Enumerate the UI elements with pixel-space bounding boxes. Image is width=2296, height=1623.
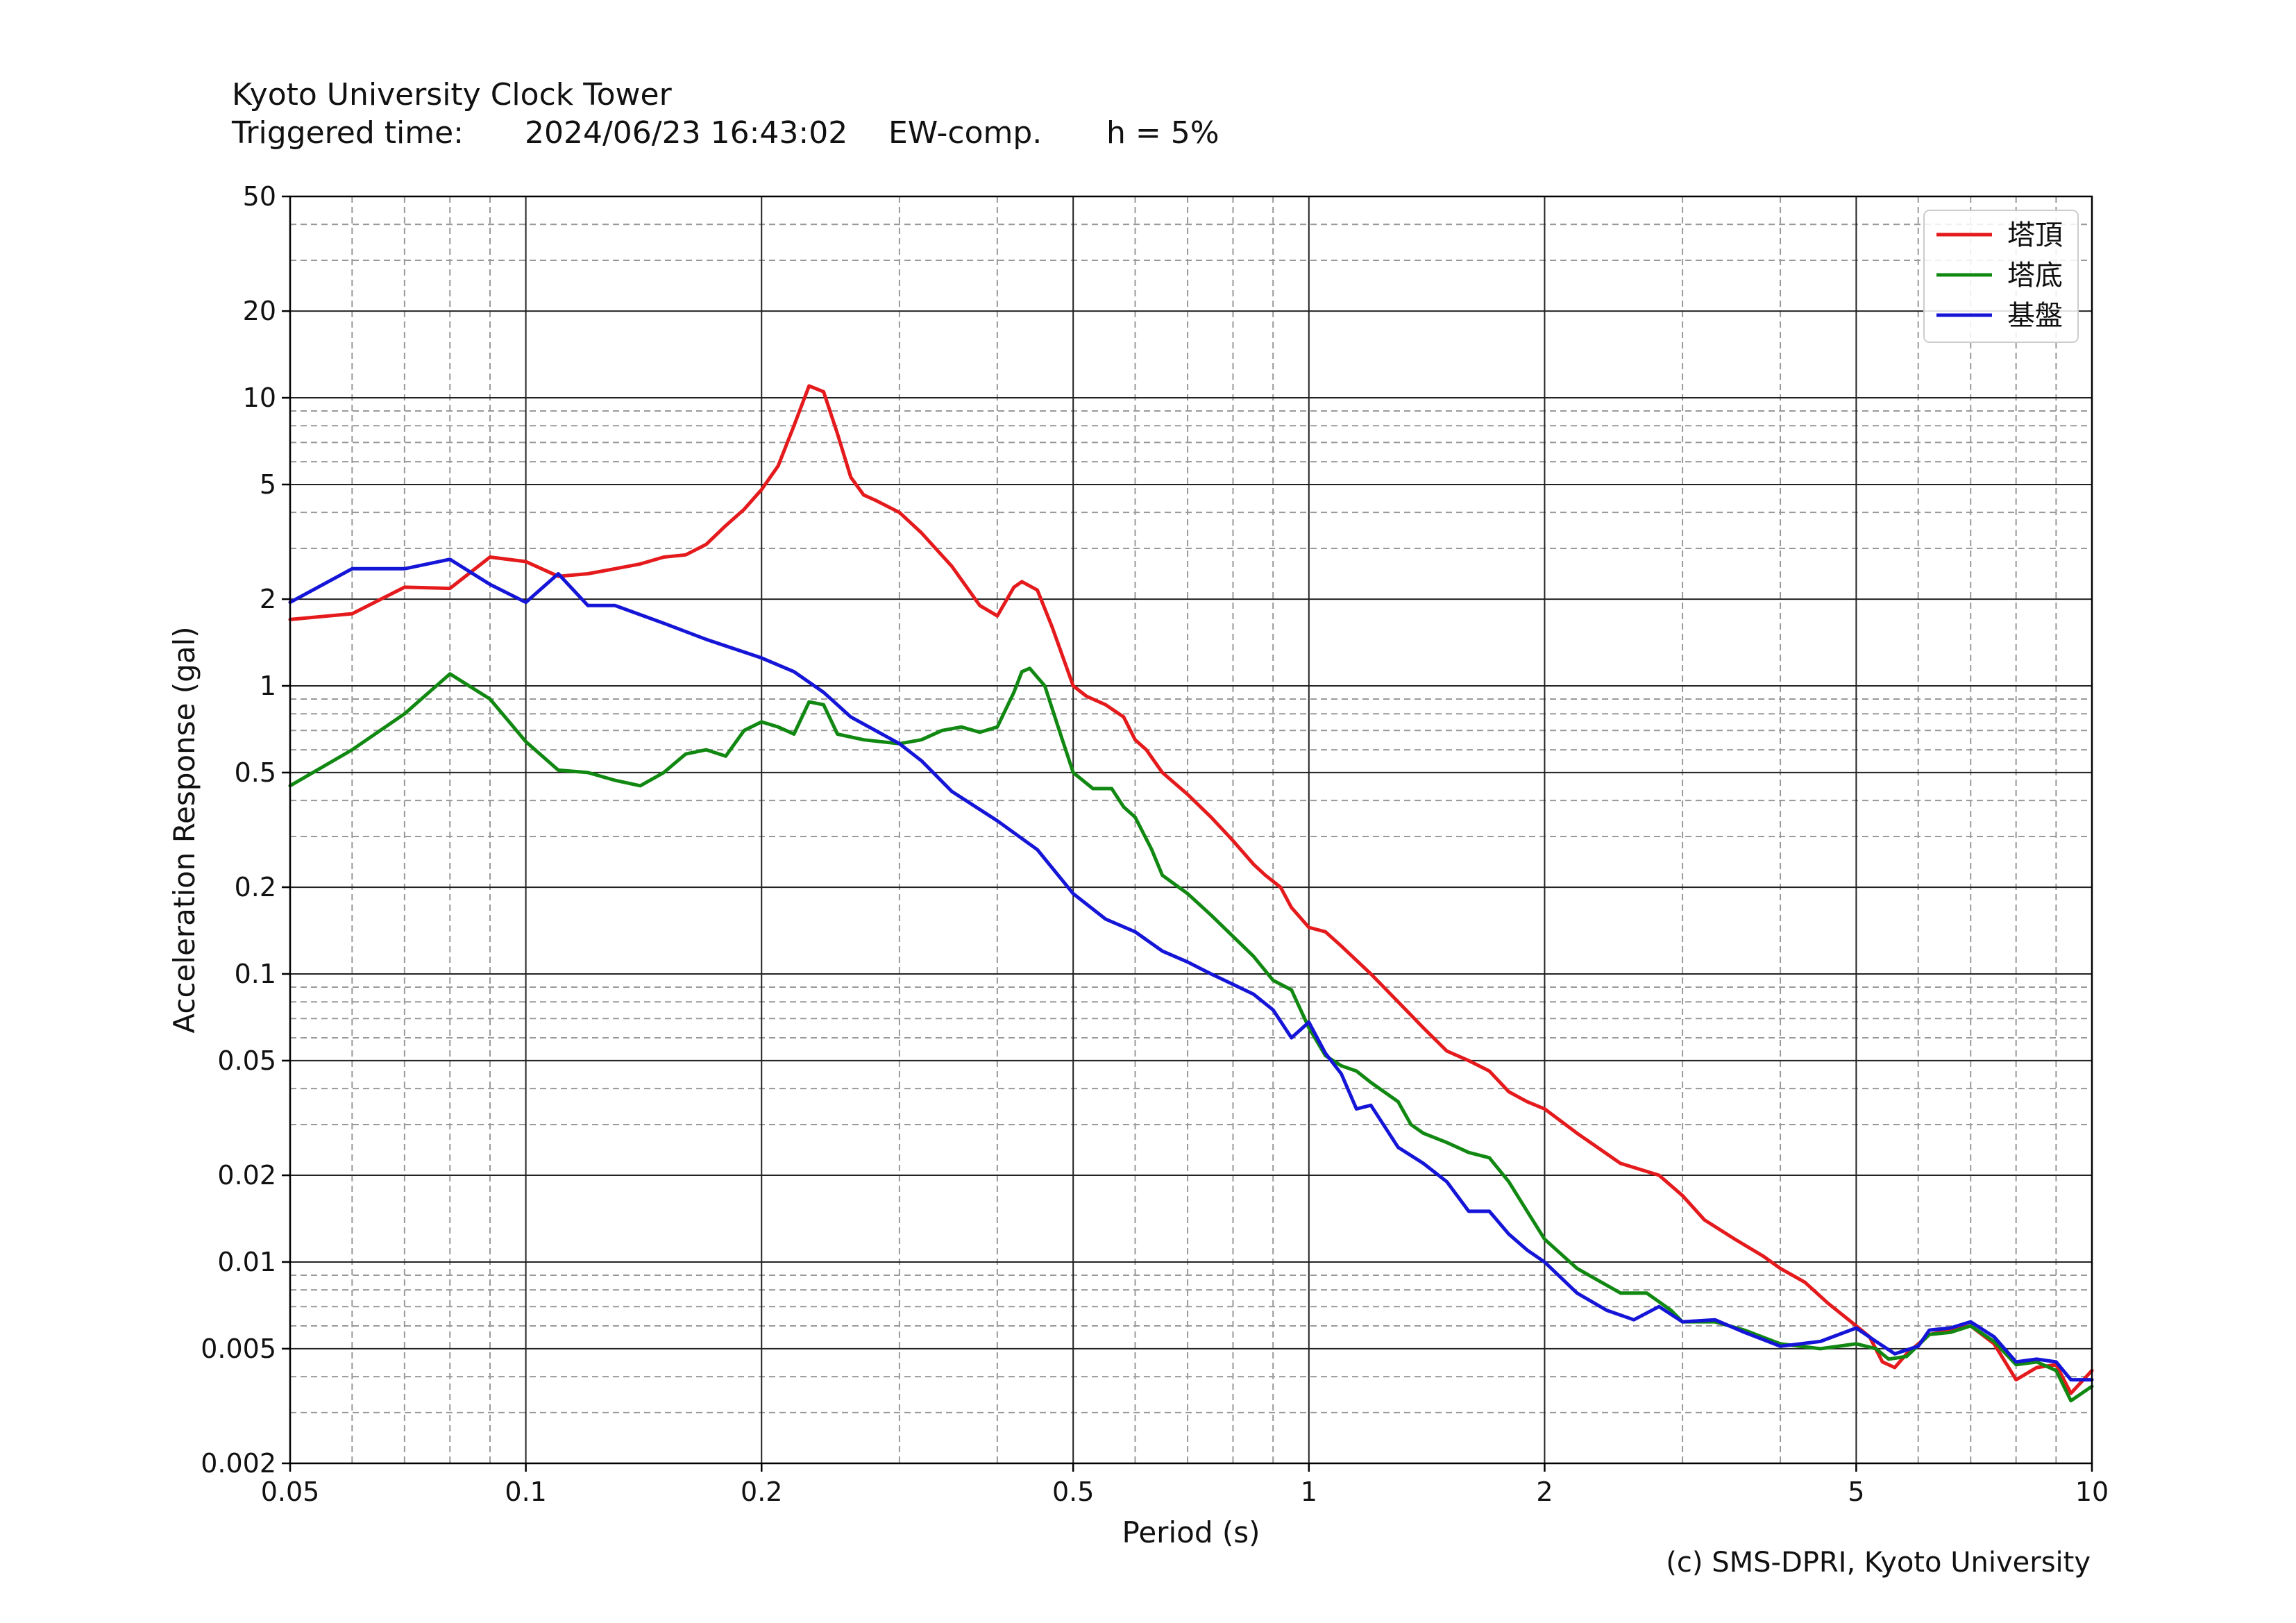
- legend-entry-label: 塔底: [2007, 260, 2063, 292]
- triggered-time-value: 2024/06/23 16:43:02: [525, 115, 848, 151]
- x-tick-label: 0.1: [505, 1477, 546, 1507]
- y-axis-label: Acceleration Response (gal): [167, 626, 201, 1033]
- x-tick-label: 0.5: [1052, 1477, 1094, 1507]
- x-axis-ticks: 0.05 0.1 0.2 0.5 1 2 5 10: [261, 1463, 2109, 1507]
- legend-entry-label: 基盤: [2007, 300, 2063, 332]
- series-line-2: [288, 666, 2094, 1403]
- series-line-3: [288, 557, 2094, 1382]
- y-tick-label: 0.1: [235, 959, 276, 989]
- plot-frame: [289, 195, 2093, 1465]
- grid-minor: [290, 196, 2092, 1463]
- y-tick-label: 2: [260, 584, 276, 614]
- triggered-time-label: Triggered time:: [232, 115, 464, 151]
- x-tick-label: 5: [1848, 1477, 1864, 1507]
- y-tick-label: 10: [243, 382, 276, 413]
- credit-text: (c) SMS-DPRI, Kyoto University: [1666, 1547, 2091, 1579]
- series-line-1: [288, 384, 2094, 1395]
- y-tick-label: 1: [260, 671, 276, 701]
- series-layer: [288, 384, 2094, 1403]
- y-tick-label: 5: [260, 469, 276, 500]
- damping-label: h = 5%: [1106, 115, 1219, 151]
- grid-major: [289, 196, 2093, 1464]
- legend-box: [1923, 210, 2079, 343]
- x-tick-label: 0.2: [741, 1477, 782, 1507]
- x-tick-label: 1: [1301, 1477, 1317, 1507]
- y-tick-label: 0.002: [201, 1448, 276, 1479]
- y-tick-label: 0.05: [217, 1045, 276, 1076]
- y-tick-label: 20: [243, 296, 276, 326]
- component-label: EW-comp.: [888, 115, 1043, 151]
- x-tick-label: 10: [2075, 1477, 2109, 1507]
- y-tick-label: 0.005: [201, 1334, 276, 1364]
- legend-entry-label: 塔頂: [2007, 219, 2063, 251]
- y-axis-ticks: 0.002 0.005 0.01 0.02 0.05 0.1 0.2 0.5 1 2 5 10 20 50: [201, 181, 290, 1479]
- y-tick-label: 50: [243, 181, 276, 212]
- y-tick-label: 0.02: [217, 1160, 276, 1191]
- x-axis-label: Period (s): [1122, 1515, 1260, 1549]
- y-tick-label: 0.5: [235, 757, 276, 788]
- y-tick-label: 0.2: [235, 872, 276, 902]
- chart-title: Kyoto University Clock Tower: [232, 77, 672, 112]
- y-tick-label: 0.01: [217, 1247, 276, 1277]
- x-tick-label: 0.05: [261, 1477, 320, 1507]
- x-tick-label: 2: [1536, 1477, 1553, 1507]
